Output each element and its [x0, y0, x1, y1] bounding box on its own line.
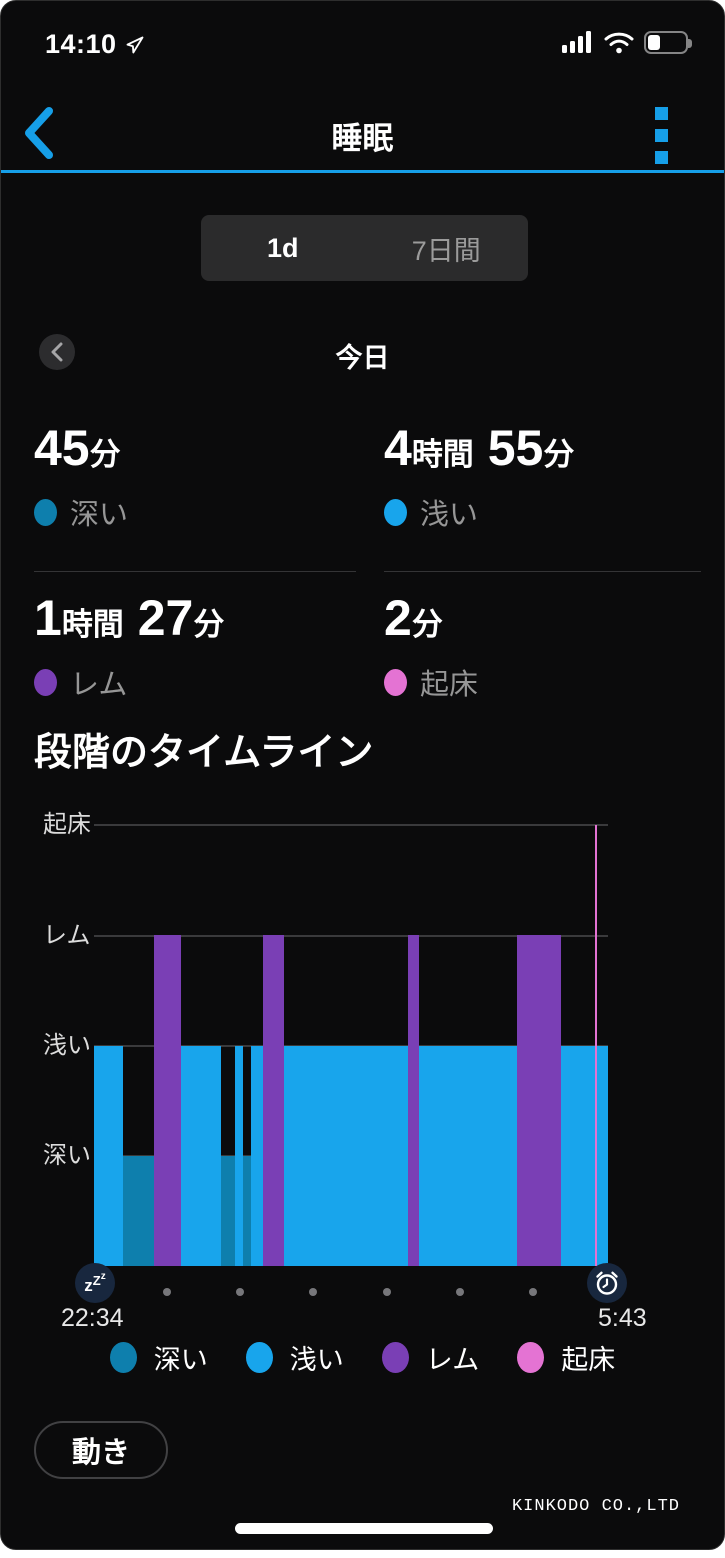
stat-label: 深い: [70, 499, 129, 531]
sleep-segment-light: [561, 1045, 595, 1266]
sleep-segment-light: [235, 1045, 243, 1266]
location-arrow-icon: [126, 36, 143, 53]
battery-icon: [644, 31, 692, 54]
axis-label-rem: レム: [43, 922, 91, 949]
menu-dot: [654, 150, 668, 164]
sleep-segment-rem: [516, 935, 562, 1266]
stat-label: 起床: [420, 669, 479, 701]
stat-value: 45 分: [34, 420, 121, 476]
chart-legend: 深い 浅い レム 起床: [1, 1338, 724, 1377]
sleep-segment-deep: [220, 1155, 236, 1266]
legend-label: 深い: [153, 1345, 208, 1375]
sleep-segment-light: [181, 1045, 221, 1266]
legend-item-deep: 深い: [109, 1338, 208, 1377]
time-text: 14:10: [45, 29, 117, 59]
tick-dot: [455, 1288, 464, 1296]
stat-rem: 1 時間 27 分 レム: [34, 589, 356, 703]
awake-dot-icon: [384, 668, 407, 696]
clock: 14:10: [45, 29, 145, 60]
sleep-segment-rem: [153, 935, 182, 1266]
legend-item-awake: 起床: [517, 1338, 615, 1377]
gridline: [94, 935, 608, 937]
stat-light: 4 時間 55 分 浅い: [384, 419, 706, 533]
axis-label-awake: 起床: [43, 811, 91, 838]
sleep-segment-light: [284, 1045, 408, 1266]
stat-value: 4 時間 55 分: [384, 420, 575, 476]
menu-dot: [654, 128, 668, 142]
prev-day-button[interactable]: [39, 334, 75, 370]
legend-item-rem: レム: [381, 1338, 480, 1377]
menu-dot: [654, 106, 668, 120]
chevron-left-icon: [25, 107, 53, 159]
legend-item-light: 浅い: [245, 1338, 344, 1377]
deep-dot-icon: [34, 498, 57, 526]
date-nav: 今日: [1, 333, 724, 373]
cell-signal-icon: [562, 31, 591, 53]
home-indicator[interactable]: [235, 1523, 493, 1534]
stat-deep: 45 分 深い: [34, 419, 356, 533]
awake-legend-dot-icon: [517, 1342, 545, 1373]
tick-dot: [382, 1288, 391, 1296]
sleep-segment-light: [418, 1045, 517, 1266]
light-legend-dot-icon: [245, 1342, 273, 1373]
sleep-segment-deep: [122, 1155, 154, 1266]
date-label: 今日: [335, 343, 390, 373]
axis-label-light: 浅い: [43, 1032, 91, 1059]
stat-label: 浅い: [420, 499, 479, 531]
rem-dot-icon: [34, 668, 57, 696]
battery-level: [648, 35, 660, 50]
legend-label: レム: [425, 1345, 480, 1375]
stat-value: 1 時間 27 分: [34, 590, 225, 646]
period-tab-switch: 1d 7日間: [201, 215, 528, 281]
page-title: 睡眠: [331, 121, 394, 156]
divider: [384, 571, 701, 572]
sleep-segment-light: [597, 1045, 608, 1266]
sleep-segment-deep: [242, 1155, 251, 1266]
tick-dot: [236, 1288, 245, 1296]
sleep-segment-light: [250, 1045, 263, 1266]
sleep-segment-light: [94, 1045, 123, 1266]
tab-7days[interactable]: 7日間: [411, 235, 481, 266]
light-dot-icon: [384, 498, 407, 526]
sleep-stage-timeline-chart[interactable]: [94, 825, 608, 1266]
header-accent-rule: [1, 170, 724, 173]
tick-dot: [309, 1288, 318, 1296]
sleep-start-time: 22:34: [61, 1304, 124, 1332]
rem-legend-dot-icon: [381, 1342, 409, 1373]
stat-label: レム: [70, 669, 128, 701]
axis-label-deep: 深い: [43, 1142, 91, 1169]
gridline: [94, 824, 608, 826]
movement-button[interactable]: 動き: [34, 1421, 169, 1479]
tick-dot: [163, 1288, 172, 1296]
deep-legend-dot-icon: [109, 1342, 137, 1373]
alarm-clock-icon: [587, 1263, 627, 1303]
sleep-start-zzz-icon: zZz: [75, 1263, 115, 1303]
watermark: KINKODO CO.,LTD: [511, 1497, 680, 1516]
divider: [34, 571, 356, 572]
sleep-segment-rem: [262, 935, 285, 1266]
wifi-icon: [604, 32, 634, 53]
back-button[interactable]: [21, 107, 65, 159]
header: 睡眠: [1, 99, 724, 167]
wake-time: 5:43: [598, 1304, 647, 1332]
status-bar: 14:10: [1, 25, 724, 67]
tick-dot: [528, 1288, 537, 1296]
legend-label: 起床: [561, 1345, 616, 1375]
chevron-left-icon: [51, 342, 63, 362]
sleep-segment-awake: [594, 825, 598, 1266]
legend-label: 浅い: [289, 1345, 344, 1375]
kebab-menu-button[interactable]: [646, 105, 676, 165]
section-title: 段階のタイムライン: [34, 732, 374, 774]
sleep-segment-rem: [407, 935, 419, 1266]
tab-1d[interactable]: 1d: [266, 232, 299, 263]
